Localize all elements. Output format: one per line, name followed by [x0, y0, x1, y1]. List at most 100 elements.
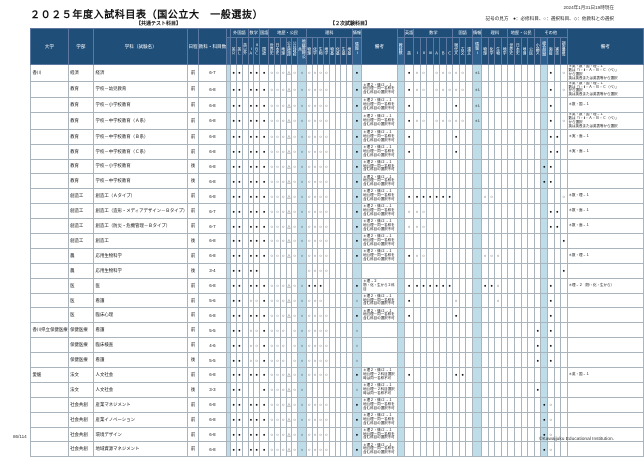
faculty-cell: 農 [67, 262, 95, 279]
nj-mark-cell [514, 173, 522, 190]
nj-mark-cell [514, 307, 522, 324]
nj-mark-cell [507, 307, 516, 324]
nj-mark-cell: ● [403, 64, 415, 82]
nj-mark-cell [527, 247, 535, 264]
nj-note-cell: ＊英・国→１ [566, 367, 644, 383]
ct-mark-cell [340, 64, 347, 82]
faculty-cell: 医 [67, 307, 95, 324]
schedule-cell: 前 [187, 396, 199, 413]
nj-mark-cell [507, 247, 516, 264]
nj-note-cell [566, 158, 644, 175]
section-label-kyotsu-test: 【共通テスト科目】 [136, 21, 182, 27]
nj-mark-cell [514, 188, 522, 205]
schedule-cell: 前 [187, 247, 199, 264]
nj-mark-cell [507, 158, 516, 175]
nj-mark-cell: ○ [403, 203, 415, 220]
subject-count-cell: 5-5 [197, 322, 228, 339]
table-row: 保健医療 臨床検査前 4-6 ● ● ○ ○ ● ○ ○ ○ ○ ○ ○ ○ ○ ○ ○ ● ● [30, 337, 644, 354]
nj-mark-cell [520, 233, 529, 249]
ct-mark-cell: ○ [297, 292, 307, 309]
ct-mark-cell: ● [351, 173, 363, 190]
schedule-cell: 前 [187, 307, 199, 324]
nj-mark-cell [527, 112, 535, 130]
faculty-cell: 教育 [67, 128, 95, 145]
univ-cell [30, 396, 69, 413]
page-title: ２０２５年度入試科目表（国公立大 一般選抜） [30, 10, 264, 21]
nj-mark-cell [520, 262, 529, 279]
schedule-cell: 前 [187, 411, 199, 428]
nj-mark-cell [396, 352, 405, 369]
ct-subject-header: 生物 [317, 37, 325, 65]
ct-group-header: 理科 [305, 28, 353, 38]
ct-mark-cell: ○ [297, 396, 307, 413]
faculty-cell: 教育 [67, 143, 95, 160]
nj-mark-cell [396, 64, 405, 82]
ct-mark-cell: ● [351, 426, 363, 443]
header-schedule: 日程 [187, 28, 199, 65]
nj-mark-cell [514, 247, 522, 264]
nj-mark-cell [403, 411, 415, 428]
ct-subject-header: 物理 [305, 37, 313, 65]
ct-mark-cell: ○ [274, 97, 281, 114]
nj-mark-cell [514, 262, 522, 279]
univ-cell [30, 277, 69, 294]
univ-cell [30, 262, 69, 279]
nj-mark-cell [527, 64, 535, 82]
nj-note-cell: ＊実・面→１ [566, 128, 644, 145]
schedule-cell: 前 [187, 218, 199, 234]
nj-mark-cell [471, 322, 483, 339]
nj-mark-cell [527, 262, 535, 279]
ct-mark-cell [328, 97, 336, 114]
univ-cell [30, 352, 69, 369]
faculty-cell: 創造工 [67, 218, 95, 234]
nj-note-cell [566, 426, 644, 443]
faculty-cell: 社会共創 [67, 441, 95, 457]
ct-note-header: 備考 [361, 28, 398, 65]
dept-cell: 経済 [93, 64, 189, 82]
nj-subject-header: 地理 [520, 37, 529, 65]
schedule-cell: 後 [187, 352, 199, 369]
table-row: 創造工 創造工（造形・メディアデザイン－Ｂタイプ）前 6-7 ● ● ● ● ● ○ ○ ○ △ ○ ○ ○… [30, 203, 644, 220]
faculty-cell: 教育 [67, 80, 95, 99]
faculty-cell: 社会共創 [67, 426, 95, 443]
faculty-cell: 社会共創 [67, 411, 95, 428]
nj-mark-cell [520, 188, 529, 205]
ct-note-cell: ＊理２・情Ⅰ２→１ 地公理－同一名称を含む科目の選択不可 [361, 80, 398, 99]
ct-mark-cell: ○ [297, 112, 307, 130]
ct-mark-cell: ○ [297, 233, 307, 249]
subject-count-cell: 6-7 [197, 203, 228, 220]
ct-note-cell: ＊理２・情Ⅰ２→１ 地公理－同一名称を含む科目の選択不可 [361, 247, 398, 264]
table-row: 教育 学校－中学校教育（Ｂ系）前 6-8 ● ● ● ● ● ○ ○ ○ △ ○ ○ ○ ○ ○ ○ ● ＊理２・情Ⅰ… [30, 128, 644, 145]
nj-mark-cell [403, 262, 415, 279]
schedule-cell: 前 [187, 143, 199, 160]
subject-count-cell: 6-8 [197, 307, 228, 324]
schedule-cell: 前 [187, 112, 199, 130]
nj-mark-cell [527, 80, 535, 99]
nj-mark-cell [520, 203, 529, 220]
ct-mark-cell: ● [351, 112, 363, 130]
ct-mark-cell: ○ [297, 337, 307, 354]
schedule-cell: 前 [187, 188, 199, 205]
nj-mark-cell [520, 173, 529, 190]
faculty-cell: 医 [67, 292, 95, 309]
ct-mark-cell: ○ [297, 158, 307, 175]
schedule-cell: 後 [187, 173, 199, 190]
faculty-cell: 教育 [67, 173, 95, 190]
nj-mark-cell [527, 158, 535, 175]
nj-note-cell [566, 337, 644, 354]
nj-mark-cell [527, 188, 535, 205]
ct-group-header: 地歴・公民 [268, 28, 307, 38]
nj-note-cell [566, 352, 644, 369]
subject-count-cell: 6-8 [197, 173, 228, 190]
subject-count-cell: 6-8 [197, 128, 228, 145]
nj-mark-cell [520, 411, 529, 428]
faculty-cell: 教育 [67, 112, 95, 130]
nj-mark-cell [507, 411, 516, 428]
ct-mark-cell: ● [351, 218, 363, 234]
nj-mark-cell [520, 112, 529, 130]
dept-cell: 創造工 [93, 233, 189, 249]
nj-note-cell: ＊数・理→１ [566, 188, 644, 205]
subject-count-cell: 4-6 [197, 337, 228, 354]
table-row: 教育 学校－中学校教育後 6-8 ● ● ● ● ● ○ ○ ○ △ ○ ○ ○ ○ ○ ○ ● ＊理２・情Ⅰ２→１ … [30, 173, 644, 190]
nj-mark-cell: ● [403, 128, 415, 145]
